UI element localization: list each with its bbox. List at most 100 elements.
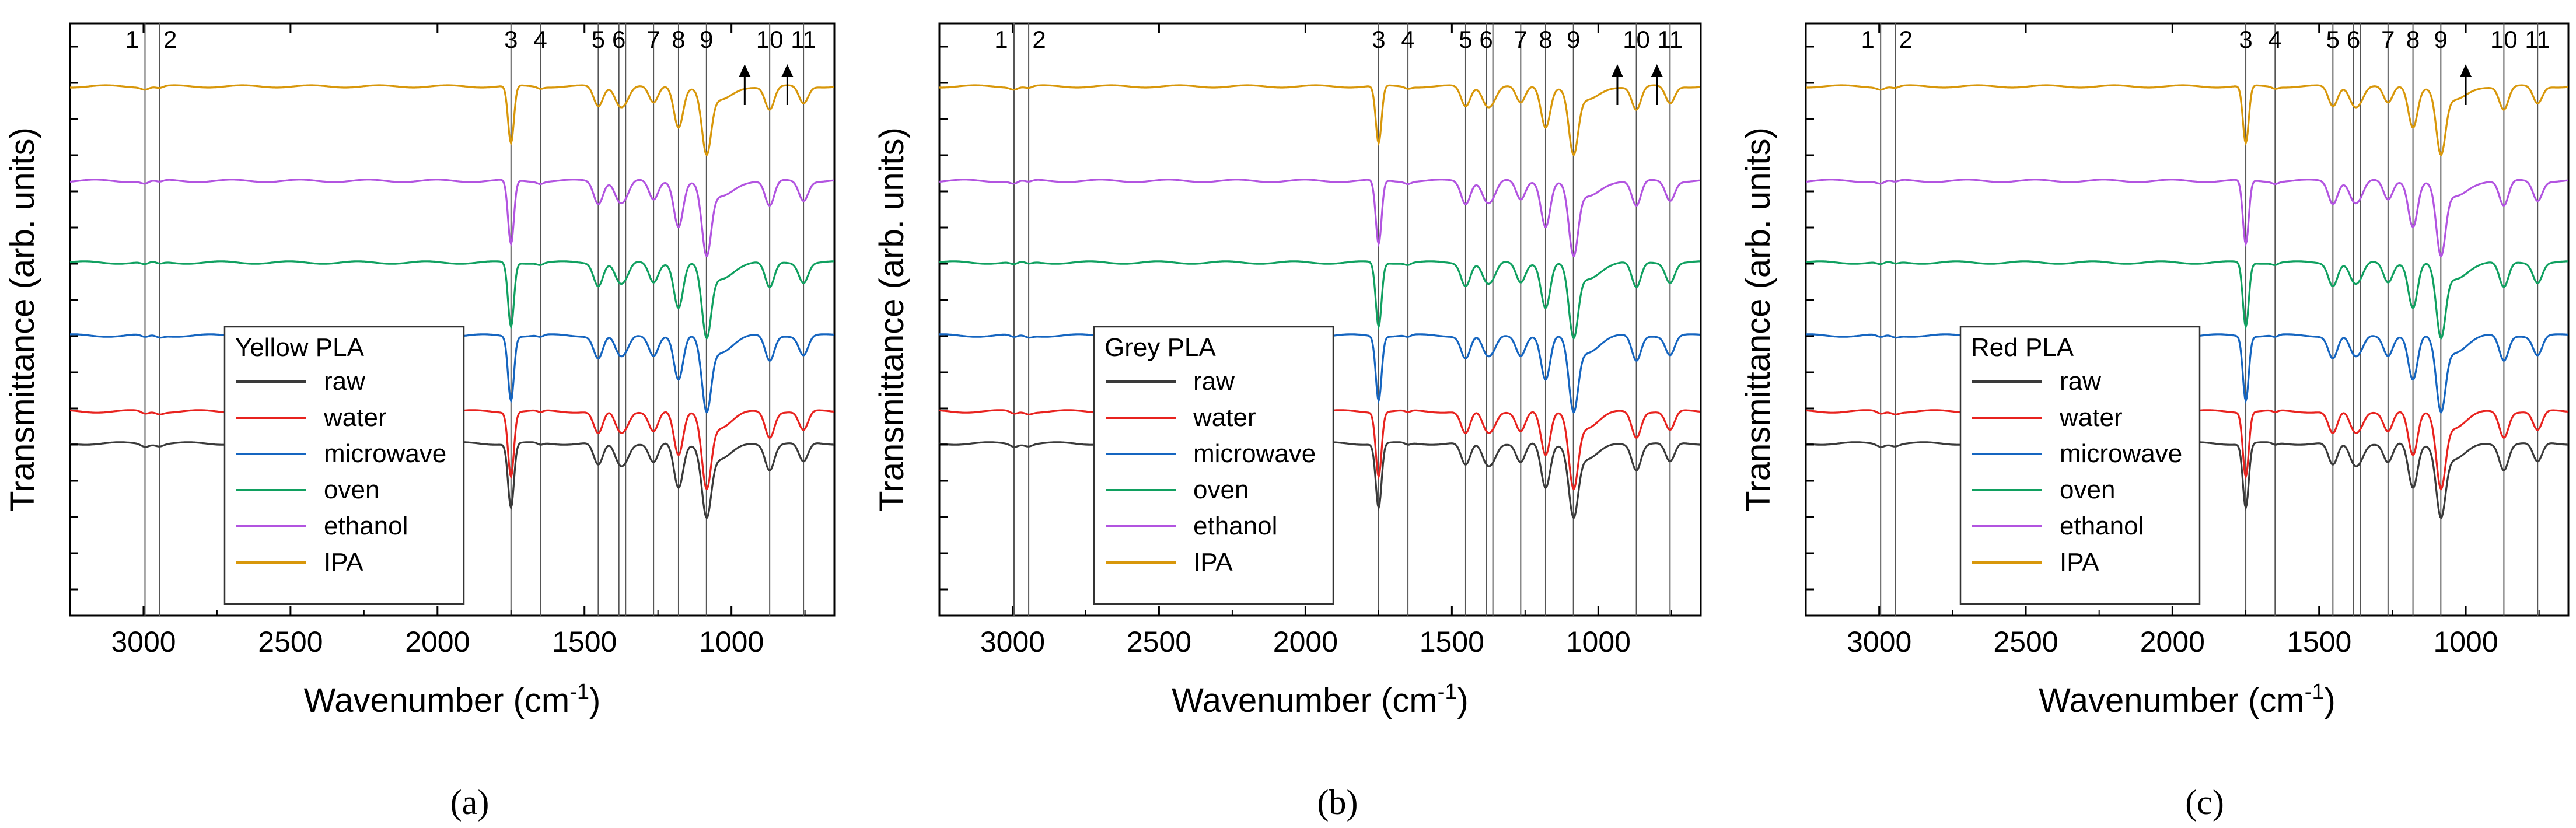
x-tick-label: 1000: [699, 626, 764, 658]
x-tick-label: 2000: [1273, 626, 1338, 658]
peak-label: 4: [2269, 26, 2282, 53]
series-line-oven: [69, 260, 834, 340]
arrow-head: [1651, 64, 1663, 77]
x-tick-label: 1000: [2433, 626, 2498, 658]
legend-label-ethanol: ethanol: [2060, 512, 2144, 540]
arrow-head: [739, 64, 751, 77]
series-line-oven: [939, 260, 1701, 340]
y-axis-label: Transmittance (arb. units): [1739, 127, 1777, 512]
series-line-ethanol: [69, 179, 834, 258]
peak-label: 8: [2406, 26, 2420, 53]
peak-label: 10: [1623, 26, 1650, 53]
x-tick-label: 1000: [1566, 626, 1631, 658]
arrow-head: [781, 64, 794, 77]
plot-frame: [1805, 22, 2570, 617]
legend-title: Yellow PLA: [235, 333, 365, 362]
x-tick-label: 1500: [2287, 626, 2351, 658]
legend-label-ethanol: ethanol: [324, 512, 408, 540]
arrow-head: [2460, 64, 2472, 77]
arrow-head: [1611, 64, 1623, 77]
panel-0: 1 2 3 4 5 6 7 8 9 10 11 3000 2500 2000 1500 1000 Wavenum…: [4, 22, 836, 822]
x-axis-label: Wavenumber (cm-1): [1172, 680, 1469, 719]
panel-caption: (a): [450, 783, 490, 822]
peak-label: 6: [1479, 26, 1493, 53]
panel-caption: (c): [2185, 783, 2224, 822]
series-line-IPA: [70, 84, 834, 157]
peak-label: 8: [1539, 26, 1552, 53]
legend-label-water: water: [2059, 403, 2123, 432]
y-axis-label: Transmittance (arb. units): [4, 127, 41, 512]
legend-label-water: water: [323, 403, 387, 432]
legend-label-microwave: microwave: [1193, 439, 1316, 468]
legend-label-oven: oven: [324, 476, 379, 504]
legend-label-microwave: microwave: [2060, 439, 2182, 468]
legend-label-IPA: IPA: [324, 548, 363, 577]
peak-label: 4: [1401, 26, 1414, 53]
plot-frame: [69, 22, 836, 617]
peak-label: 7: [1514, 26, 1528, 53]
legend-box: [1093, 326, 1334, 605]
legend-label-oven: oven: [1193, 476, 1249, 504]
legend-label-water: water: [1193, 403, 1256, 432]
legend-box: [1959, 326, 2201, 605]
panel-caption: (b): [1317, 783, 1358, 822]
x-axis-label: Wavenumber (cm-1): [2039, 680, 2336, 719]
legend-label-IPA: IPA: [2060, 548, 2099, 577]
peak-label: 2: [163, 26, 177, 53]
legend-box: [223, 326, 465, 605]
peak-label: 9: [2434, 26, 2448, 53]
x-tick-label: 2000: [2140, 626, 2205, 658]
peak-label: 10: [756, 26, 784, 53]
x-tick-label: 2000: [405, 626, 470, 658]
x-axis-label: Wavenumber (cm-1): [304, 680, 601, 719]
peak-label: 5: [2326, 26, 2340, 53]
peak-label: 5: [1459, 26, 1472, 53]
peak-label: 4: [533, 26, 547, 53]
peak-label: 8: [672, 26, 685, 53]
plot-frame: [938, 22, 1702, 617]
peak-label: 7: [2381, 26, 2395, 53]
peak-label: 1: [1861, 26, 1875, 53]
peak-label: 9: [700, 26, 713, 53]
peak-label: 3: [2239, 26, 2252, 53]
series-line-IPA: [1806, 84, 2568, 157]
series-line-oven: [1805, 260, 2568, 340]
x-tick-label: 2500: [258, 626, 323, 658]
series-line-IPA: [939, 84, 1701, 157]
series-line-ethanol: [1805, 179, 2568, 258]
peak-label: 11: [1657, 26, 1683, 53]
peak-label: 6: [612, 26, 625, 53]
legend-label-raw: raw: [1193, 367, 1235, 396]
series-line-ethanol: [939, 179, 1701, 258]
legend-label-IPA: IPA: [1193, 548, 1233, 577]
x-tick-label: 3000: [980, 626, 1045, 658]
legend-label-raw: raw: [2060, 367, 2101, 396]
x-tick-label: 2500: [1127, 626, 1191, 658]
peak-label: 2: [1032, 26, 1046, 53]
x-tick-label: 1500: [1420, 626, 1484, 658]
legend-label-microwave: microwave: [324, 439, 446, 468]
panel-2: 1 2 3 4 5 6 7 8 9 10 11 3000 2500 2000 1500 1000 Wavenum…: [1739, 22, 2570, 822]
x-tick-label: 1500: [552, 626, 617, 658]
y-axis-label: Transmittance (arb. units): [873, 127, 911, 512]
peak-label: 1: [994, 26, 1008, 53]
x-tick-label: 2500: [1993, 626, 2058, 658]
legend-label-oven: oven: [2060, 476, 2115, 504]
peak-label: 2: [1899, 26, 1913, 53]
x-tick-label: 3000: [1847, 626, 1911, 658]
legend-title: Grey PLA: [1105, 333, 1216, 362]
peak-label: 6: [2347, 26, 2360, 53]
peak-label: 5: [592, 26, 605, 53]
legend-label-raw: raw: [324, 367, 365, 396]
x-tick-label: 3000: [111, 626, 176, 658]
panel-1: 1 2 3 4 5 6 7 8 9 10 11 3000 2500 2000 1500 1000 Wavenum…: [873, 22, 1702, 822]
legend-label-ethanol: ethanol: [1193, 512, 1277, 540]
peak-label: 3: [504, 26, 518, 53]
legend-title: Red PLA: [1971, 333, 2074, 362]
peak-label: 3: [1372, 26, 1385, 53]
peak-label: 11: [791, 26, 816, 53]
peak-label: 9: [1567, 26, 1580, 53]
peak-label: 11: [2525, 26, 2550, 53]
peak-label: 1: [125, 26, 139, 53]
